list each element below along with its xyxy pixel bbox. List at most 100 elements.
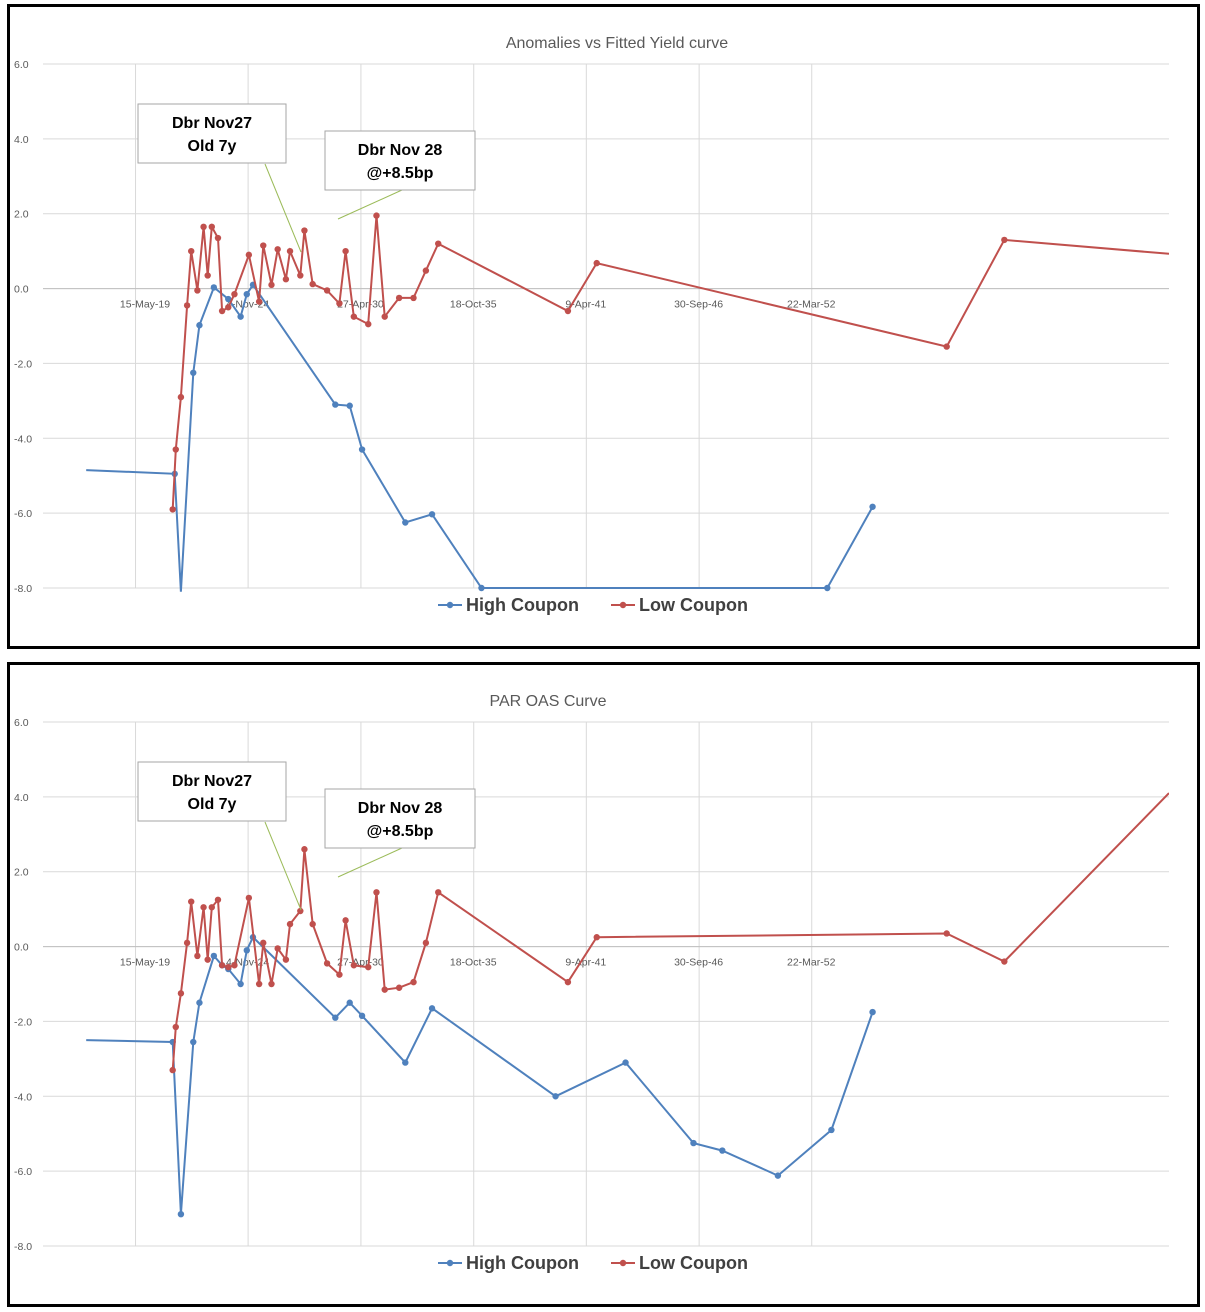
y-tick-label: 2.0 <box>14 867 29 879</box>
annotation-text: @+8.5bp <box>367 823 434 840</box>
legend-marker <box>446 601 454 609</box>
chart-panel-par-oas: PAR OAS Curve 6.0 4.0 2.0 0.0 -2.0 -4.0 -6.0 -8… <box>7 662 1200 1307</box>
data-point-high-coupon <box>190 369 197 376</box>
annotation-text: Dbr Nov 28 <box>358 800 443 817</box>
data-point-low-coupon <box>301 846 308 853</box>
legend-label-high-coupon: High Coupon <box>466 1253 579 1273</box>
data-point-high-coupon <box>346 999 353 1006</box>
data-point-high-coupon <box>402 1059 409 1066</box>
data-point-high-coupon <box>552 1093 559 1100</box>
y-tick-label: -6.0 <box>14 1166 32 1178</box>
data-point-low-coupon <box>435 889 442 896</box>
y-tick-label: 6.0 <box>14 717 29 729</box>
x-tick-label: 30-Sep-46 <box>674 299 723 311</box>
y-tick-label: 0.0 <box>14 942 29 954</box>
data-point-low-coupon <box>373 212 380 219</box>
data-point-low-coupon <box>169 1066 176 1074</box>
y-tick-label: -4.0 <box>14 1091 32 1103</box>
chart-title: Anomalies vs Fitted Yield curve <box>506 35 728 52</box>
legend-marker <box>619 1259 627 1267</box>
data-point-high-coupon <box>190 1038 197 1046</box>
data-point-low-coupon <box>395 294 403 302</box>
annotation-pointer <box>264 821 302 911</box>
data-point-low-coupon <box>214 234 222 242</box>
data-point-low-coupon <box>301 227 308 234</box>
data-point-low-coupon <box>564 978 572 986</box>
data-point-low-coupon <box>177 990 185 997</box>
data-point-low-coupon <box>194 287 201 294</box>
x-tick-label: 18-Oct-35 <box>450 299 497 311</box>
data-point-high-coupon <box>358 446 366 453</box>
y-tick-label: -2.0 <box>14 358 32 370</box>
data-point-high-coupon <box>177 1210 185 1218</box>
annotation-text: Dbr Nov27 <box>172 115 252 132</box>
data-point-low-coupon <box>943 343 950 350</box>
series-line-high-coupon <box>86 283 874 592</box>
y-tick-label: 0.0 <box>14 284 29 296</box>
data-point-low-coupon <box>309 280 316 288</box>
y-tick-label: -6.0 <box>14 508 32 520</box>
data-point-low-coupon <box>200 223 207 231</box>
annotation-box <box>324 788 476 849</box>
data-point-low-coupon <box>286 920 294 928</box>
data-point-low-coupon <box>260 939 267 947</box>
data-point-high-coupon <box>225 295 232 303</box>
y-tick-label: 2.0 <box>14 209 29 221</box>
data-point-high-coupon <box>210 952 218 960</box>
data-point-high-coupon <box>237 313 244 320</box>
data-point-low-coupon <box>274 945 281 952</box>
annotation-text: Dbr Nov27 <box>172 773 252 790</box>
data-point-low-coupon <box>255 298 263 305</box>
data-point-low-coupon <box>422 939 430 947</box>
data-point-low-coupon <box>350 962 358 969</box>
annotation-pointer <box>337 189 403 220</box>
x-tick-label: 9-Apr-41 <box>565 299 606 311</box>
annotation-box <box>137 103 287 164</box>
annotation-pointer <box>337 847 403 878</box>
chart-panel-anomalies: Anomalies vs Fitted Yield curve 6.0 4.0 2.… <box>7 4 1200 649</box>
data-point-low-coupon <box>564 307 572 315</box>
x-tick-label: 15-May-19 <box>120 299 170 311</box>
series-line-low-coupon <box>171 215 1169 510</box>
data-point-low-coupon <box>323 960 331 967</box>
legend-marker <box>619 601 627 609</box>
data-point-low-coupon <box>177 393 185 401</box>
data-point-low-coupon <box>350 313 358 320</box>
data-point-low-coupon <box>214 896 222 903</box>
data-point-low-coupon <box>373 889 380 896</box>
annotation-box <box>137 761 287 822</box>
data-point-low-coupon <box>255 980 263 988</box>
data-point-high-coupon <box>243 947 250 954</box>
data-point-high-coupon <box>774 1172 782 1179</box>
chart-title: PAR OAS Curve <box>489 693 606 710</box>
annotation-text: Old 7y <box>188 796 237 813</box>
data-point-low-coupon <box>225 304 232 311</box>
data-point-high-coupon <box>332 401 339 408</box>
x-tick-label: 22-Mar-52 <box>787 299 836 311</box>
data-point-high-coupon <box>478 584 485 592</box>
data-point-low-coupon <box>365 963 372 971</box>
data-point-low-coupon <box>188 247 195 255</box>
annotation-text: @+8.5bp <box>367 165 434 182</box>
x-tick-label: 27-Apr-30 <box>337 957 384 969</box>
data-point-high-coupon <box>428 1005 436 1012</box>
data-point-low-coupon <box>342 917 349 924</box>
annotation-text: Old 7y <box>188 138 237 155</box>
data-point-low-coupon <box>231 962 238 969</box>
data-point-low-coupon <box>169 506 176 513</box>
data-point-low-coupon <box>365 320 372 328</box>
data-point-low-coupon <box>593 934 600 941</box>
legend-label-high-coupon: High Coupon <box>466 595 579 615</box>
data-point-low-coupon <box>282 956 290 963</box>
data-point-low-coupon <box>194 952 201 960</box>
data-point-low-coupon <box>297 272 304 279</box>
data-point-high-coupon <box>622 1059 629 1066</box>
data-point-low-coupon <box>268 281 275 289</box>
data-point-low-coupon <box>183 939 191 947</box>
y-tick-label: 4.0 <box>14 134 29 146</box>
annotation-box <box>324 130 476 191</box>
data-point-low-coupon <box>245 251 253 259</box>
par-oas-chart: PAR OAS Curve 6.0 4.0 2.0 0.0 -2.0 -4.0 -6.0 -8… <box>14 693 1169 1273</box>
x-tick-label: 22-Mar-52 <box>787 957 836 969</box>
data-point-low-coupon <box>336 300 343 307</box>
